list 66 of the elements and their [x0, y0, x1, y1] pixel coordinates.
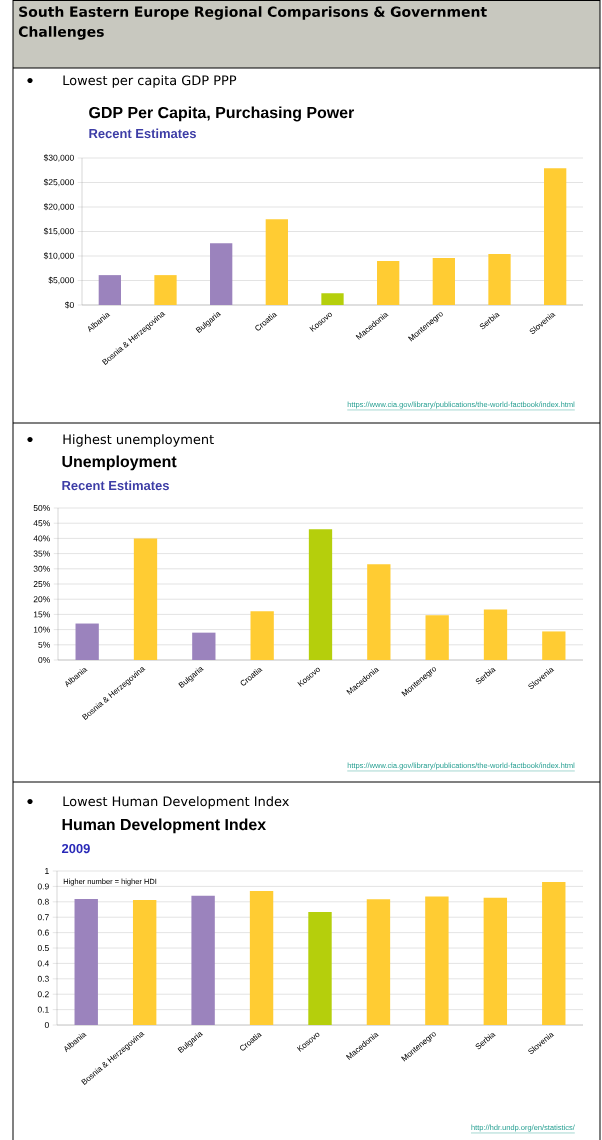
y-tick-label: 0: [44, 1022, 49, 1029]
text: Highest unemployment: [63, 434, 214, 447]
bar: [367, 564, 391, 661]
bar: [210, 243, 233, 305]
bar: [192, 632, 216, 661]
y-tick-label: 0.1: [37, 1006, 49, 1013]
bar: [483, 897, 508, 1026]
bar: [425, 896, 449, 1026]
bar: [488, 254, 511, 305]
bar: [432, 257, 455, 305]
y-tick-label: 0.5: [37, 945, 49, 952]
text: Lowest per capita GDP PPP: [63, 75, 237, 88]
y-tick-label: 0.2: [37, 991, 49, 998]
bar: [366, 899, 391, 1026]
bar: [75, 623, 99, 661]
y-tick-label: 0.3: [37, 975, 49, 982]
y-tick-label: 35%: [33, 550, 50, 557]
y-tick-label: 0%: [38, 657, 50, 663]
bar: [308, 911, 332, 1026]
chart-subtitle: Recent Estimates: [62, 480, 169, 491]
y-tick-label: 0.6: [37, 929, 49, 936]
bar: [425, 615, 449, 661]
bar: [249, 890, 274, 1026]
bar: [250, 611, 274, 661]
chart-title: Unemployment: [62, 455, 177, 471]
y-tick-label: 1: [45, 868, 49, 874]
bar: [98, 275, 121, 305]
bar: [132, 899, 157, 1026]
y-tick-label: 10%: [33, 626, 50, 633]
y-tick-label: 50%: [33, 505, 50, 512]
y-tick-label: $0: [64, 301, 74, 309]
y-tick-label: 0.9: [37, 883, 49, 890]
y-tick-label: $30,000: [43, 154, 74, 162]
y-tick-label: 30%: [33, 565, 50, 572]
y-tick-label: 0.4: [37, 960, 49, 967]
bar: [377, 260, 400, 305]
y-tick-label: 0.7: [37, 914, 49, 921]
text: Lowest Human Development Index: [63, 796, 289, 809]
bar: [191, 895, 215, 1026]
y-tick-label: 20%: [33, 596, 50, 603]
bar: [544, 168, 567, 305]
chart-title: GDP Per Capita, Purchasing Power: [89, 106, 355, 122]
y-tick-label: $5,000: [48, 276, 74, 285]
chart-subtitle: Recent Estimates: [89, 128, 196, 139]
chart-title: Human Development Index: [62, 818, 266, 834]
y-tick-label: 0.8: [37, 898, 49, 905]
bar: [133, 538, 158, 661]
bar: [308, 529, 333, 661]
y-tick-label: $20,000: [43, 203, 74, 211]
bar: [321, 293, 344, 305]
y-tick-label: 15%: [33, 611, 50, 618]
bar: [265, 219, 288, 305]
y-tick-label: 40%: [33, 535, 50, 542]
y-tick-label: $15,000: [43, 227, 74, 236]
bar: [154, 275, 177, 305]
bar: [542, 881, 566, 1026]
y-tick-label: 5%: [38, 641, 50, 648]
chart-subtitle: 2009: [61, 843, 90, 854]
bar: [483, 609, 508, 661]
text: South Eastern Europe Regional Comparisons & Government Challenges: [18, 6, 487, 40]
bar: [74, 899, 98, 1026]
y-tick-label: 25%: [33, 581, 50, 587]
y-tick-label: $10,000: [43, 252, 74, 260]
bar: [542, 631, 566, 661]
y-tick-label: 45%: [33, 520, 50, 527]
y-tick-label: $25,000: [43, 178, 74, 187]
